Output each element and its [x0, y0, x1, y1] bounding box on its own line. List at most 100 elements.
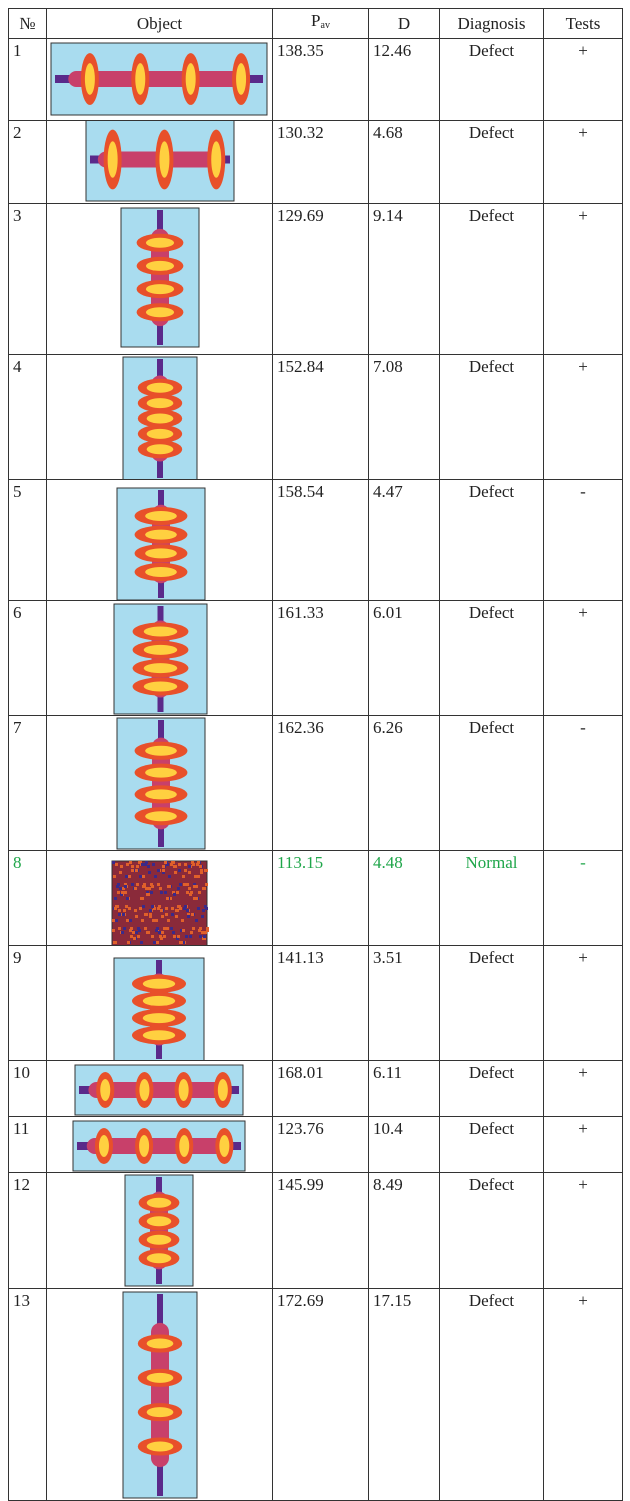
thermal-image: [125, 1175, 193, 1286]
row-number: 2: [9, 121, 47, 204]
speckle: [144, 927, 147, 930]
speckle: [195, 919, 198, 922]
speckle: [148, 871, 151, 874]
thermal-image: [121, 208, 199, 347]
speckle: [197, 875, 200, 878]
tests: +: [544, 204, 623, 355]
speckle: [124, 891, 127, 894]
speckle: [131, 883, 134, 886]
d-value: 12.46: [369, 39, 440, 121]
speckle: [125, 875, 128, 878]
speckle: [203, 935, 206, 938]
shed-hot: [147, 414, 174, 424]
speckle: [126, 897, 129, 900]
p-av: 168.01: [273, 1061, 369, 1117]
speckle: [168, 875, 171, 878]
speckle: [156, 927, 159, 930]
diagnosis: Defect: [440, 121, 544, 204]
speckle: [174, 871, 177, 874]
speckle: [120, 865, 123, 868]
speckle: [164, 891, 167, 894]
object-cell: [47, 716, 273, 851]
speckle: [141, 863, 144, 866]
row-number: 13: [9, 1289, 47, 1501]
shed-hot: [147, 1235, 171, 1245]
speckle: [189, 935, 192, 938]
speckle: [198, 891, 201, 894]
speckle: [117, 891, 120, 894]
speckle: [117, 883, 120, 886]
speckle: [112, 929, 115, 932]
speckle: [125, 905, 128, 908]
speckle: [119, 887, 122, 890]
tests: -: [544, 480, 623, 601]
speckle: [201, 915, 204, 918]
speckle: [154, 875, 157, 878]
row-number: 8: [9, 851, 47, 946]
speckle: [138, 861, 141, 864]
table-row: 13172.6917.15Defect+: [9, 1289, 623, 1501]
object-image: [47, 1289, 273, 1501]
speckle: [179, 941, 182, 944]
speckle: [205, 907, 208, 910]
thermal-image: [75, 1065, 243, 1115]
p-av: 138.35: [273, 39, 369, 121]
thermal-image: [86, 121, 234, 201]
speckle: [179, 883, 182, 886]
shed-hot: [143, 1030, 175, 1040]
row-number: 7: [9, 716, 47, 851]
d-value: 10.4: [369, 1117, 440, 1173]
shed-hot: [145, 567, 177, 577]
row-number: 6: [9, 601, 47, 716]
speckle: [206, 929, 209, 932]
object-cell: [47, 1061, 273, 1117]
speckle: [118, 913, 121, 916]
thermal-image: [51, 43, 267, 115]
results-table: № Object Pav D Diagnosis Tests 1138.3512…: [8, 8, 623, 1501]
speckle: [160, 891, 163, 894]
p-av: 130.32: [273, 121, 369, 204]
speckle: [134, 909, 137, 912]
shed-hot: [144, 645, 177, 655]
speckle: [199, 865, 202, 868]
speckle: [132, 931, 135, 934]
object-image: [47, 1061, 273, 1117]
thermal-image: [73, 1121, 245, 1171]
row-number: 1: [9, 39, 47, 121]
object-image: [47, 204, 273, 355]
p-av: 158.54: [273, 480, 369, 601]
speckle: [178, 863, 181, 866]
d-value: 6.01: [369, 601, 440, 716]
row-number: 4: [9, 355, 47, 480]
diagnosis: Defect: [440, 716, 544, 851]
object-image: [47, 851, 273, 946]
speckle: [184, 869, 187, 872]
speckle: [162, 869, 165, 872]
speckle: [197, 861, 200, 864]
shed-hot: [143, 996, 175, 1006]
speckle: [194, 875, 197, 878]
speckle: [123, 909, 126, 912]
speckle: [160, 937, 163, 940]
table-row: 6161.336.01Defect+: [9, 601, 623, 716]
speckle: [118, 909, 121, 912]
speckle: [149, 913, 152, 916]
speckle: [134, 887, 137, 890]
p-av: 162.36: [273, 716, 369, 851]
speckle: [157, 869, 160, 872]
speckle: [195, 885, 198, 888]
speckle: [186, 909, 189, 912]
d-value: 7.08: [369, 355, 440, 480]
speckle: [158, 905, 161, 908]
shed-hot: [135, 63, 145, 95]
speckle: [121, 931, 124, 934]
speckle: [140, 941, 143, 944]
speckle: [166, 927, 169, 930]
table-row: 11123.7610.4Defect+: [9, 1117, 623, 1173]
row-number: 3: [9, 204, 47, 355]
object-cell: [47, 355, 273, 480]
speckle: [182, 875, 185, 878]
